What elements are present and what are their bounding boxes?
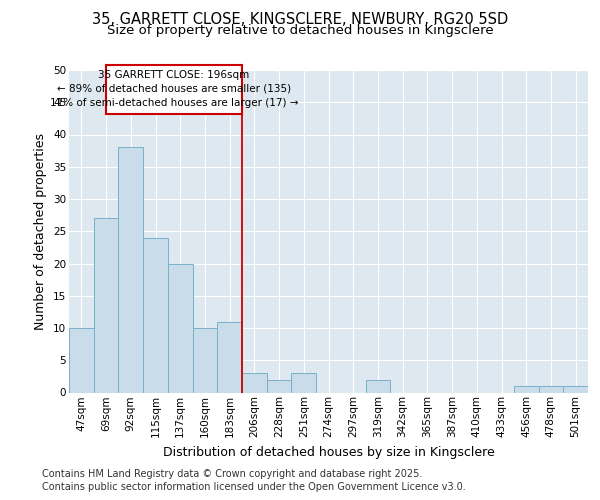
Bar [514, 386, 539, 392]
Bar [292, 373, 316, 392]
Bar [563, 386, 588, 392]
Bar [94, 218, 118, 392]
Bar [118, 148, 143, 392]
Text: Contains HM Land Registry data © Crown copyright and database right 2025.
Contai: Contains HM Land Registry data © Crown c… [42, 470, 466, 492]
Bar [217, 322, 242, 392]
Text: 35 GARRETT CLOSE: 196sqm: 35 GARRETT CLOSE: 196sqm [98, 70, 250, 80]
Bar [539, 386, 563, 392]
Y-axis label: Number of detached properties: Number of detached properties [34, 132, 47, 330]
Text: Size of property relative to detached houses in Kingsclere: Size of property relative to detached ho… [107, 24, 493, 37]
Bar [365, 380, 390, 392]
Text: 35, GARRETT CLOSE, KINGSCLERE, NEWBURY, RG20 5SD: 35, GARRETT CLOSE, KINGSCLERE, NEWBURY, … [92, 12, 508, 28]
Bar [168, 264, 193, 392]
Bar [267, 380, 292, 392]
Bar [193, 328, 217, 392]
Bar [143, 238, 168, 392]
Text: ← 89% of detached houses are smaller (135): ← 89% of detached houses are smaller (13… [57, 84, 291, 94]
Text: 11% of semi-detached houses are larger (17) →: 11% of semi-detached houses are larger (… [50, 98, 298, 108]
Bar [69, 328, 94, 392]
Bar [242, 373, 267, 392]
X-axis label: Distribution of detached houses by size in Kingsclere: Distribution of detached houses by size … [163, 446, 494, 458]
FancyBboxPatch shape [106, 65, 242, 114]
